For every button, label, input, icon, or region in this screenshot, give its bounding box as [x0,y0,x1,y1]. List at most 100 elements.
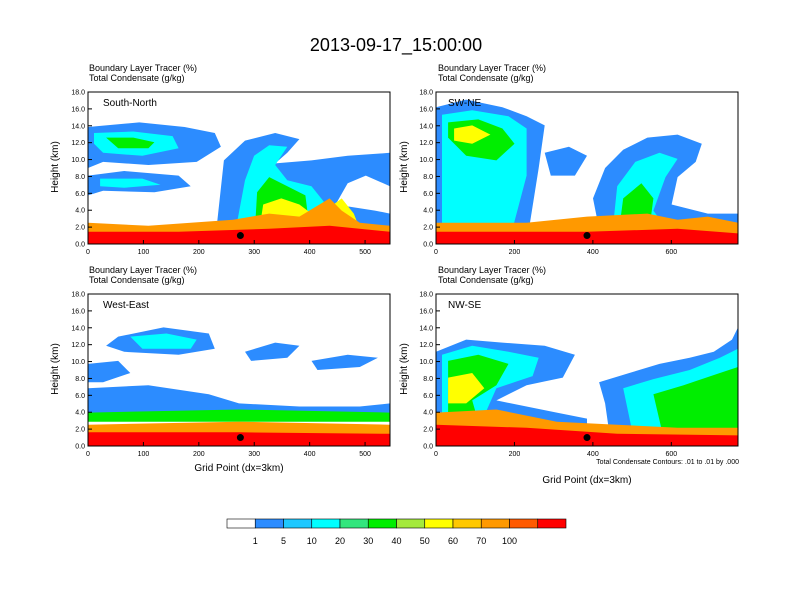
colorbar-box [226,518,256,529]
panel-name: West-East [103,300,149,311]
location-marker [583,434,591,442]
colorbar-label: 5 [281,536,286,546]
colorbar-box [452,518,482,529]
y-tick-label: 0.0 [423,242,433,249]
y-tick-label: 12.0 [71,140,85,147]
x-tick-label: 400 [304,451,316,458]
colorbar-box [396,518,426,529]
x-tick-label: 300 [248,451,260,458]
y-tick-label: 6.0 [75,191,85,198]
contour-note: Total Condensate Contours: .01 to .01 by… [596,459,739,466]
panel-line2: Total Condensate (g/kg) [89,73,185,83]
y-tick-label: 14.0 [71,325,85,332]
colorbar-box [283,518,313,529]
y-tick-label: 2.0 [75,225,85,232]
plot-area: 0 200 400 600 0.0 2.0 4.0 6.0 8.0 10.0 12.0 14.0 16.… [419,292,739,458]
colorbar-label: 10 [307,536,317,546]
y-tick-label: 16.0 [71,308,85,315]
panel-name: South-North [103,98,157,109]
y-tick-label: 12.0 [419,140,433,147]
x-tick-label: 100 [138,249,150,256]
field-region [88,385,390,416]
x-tick-label: 400 [587,249,599,256]
y-tick-label: 8.0 [423,376,433,383]
x-tick-label: 600 [665,249,677,256]
field-region [106,137,155,149]
colorbar-label: 60 [448,536,458,546]
plot-frame [87,293,391,447]
y-tick-label: 16.0 [71,106,85,113]
x-tick-label: 0 [86,249,90,256]
colorbar-box [509,518,539,529]
colorbar-box [254,518,284,529]
panel-sw-ne: Boundary Layer Tracer (%) Total Condensa… [399,63,739,256]
y-tick-label: 18.0 [419,292,433,299]
y-tick-label: 18.0 [71,292,85,299]
panel-line1: Boundary Layer Tracer (%) [89,265,197,275]
colorbar-label: 100 [502,536,517,546]
x-tick-label: 500 [359,451,371,458]
panel-line2: Total Condensate (g/kg) [89,275,185,285]
y-tick-label: 2.0 [423,427,433,434]
y-tick-label: 8.0 [75,376,85,383]
y-tick-label: 14.0 [71,123,85,130]
figure-title: 2013-09-17_15:00:00 [310,35,482,56]
panel-line2: Total Condensate (g/kg) [438,275,534,285]
panel-line2: Total Condensate (g/kg) [438,73,534,83]
field-region [311,354,378,370]
y-tick-label: 6.0 [75,393,85,400]
x-tick-label: 300 [248,249,260,256]
colorbar: 1 5 10 20 30 40 50 60 70 100 [226,518,567,546]
field-region [88,360,131,383]
plot-area: 0 100 200 300 400 500 0.0 2.0 4.0 6.0 8.0 10.0 12.0 1… [71,90,391,256]
colorbar-label: 20 [335,536,345,546]
y-tick-label: 18.0 [419,90,433,97]
panel-line1: Boundary Layer Tracer (%) [438,63,546,73]
plot-area: 0 100 200 300 400 500 0.0 2.0 4.0 6.0 8.0 10.0 12.0 1… [71,292,391,458]
x-tick-label: 200 [509,249,521,256]
y-tick-label: 10.0 [71,157,85,164]
panel-line1: Boundary Layer Tracer (%) [438,265,546,275]
y-tick-label: 2.0 [423,225,433,232]
plot-frame [87,91,391,245]
y-tick-label: 4.0 [75,208,85,215]
x-tick-label: 0 [434,451,438,458]
field-region [130,333,197,349]
field-region [544,146,587,176]
y-tick-label: 4.0 [75,410,85,417]
x-tick-label: 200 [193,451,205,458]
field-region [88,409,390,422]
y-tick-label: 10.0 [419,157,433,164]
colorbar-box [339,518,369,529]
y-tick-label: 4.0 [423,208,433,215]
location-marker [236,434,244,442]
x-tick-label: 0 [86,451,90,458]
colorbar-box [367,518,397,529]
y-axis-label: Height (km) [399,141,410,193]
y-tick-label: 0.0 [75,242,85,249]
panel-west-east: Boundary Layer Tracer (%) Total Condensa… [50,265,391,474]
y-tick-label: 16.0 [419,106,433,113]
y-tick-label: 10.0 [71,359,85,366]
colorbar-label: 70 [476,536,486,546]
colorbar-box [424,518,454,529]
y-tick-label: 8.0 [423,174,433,181]
x-tick-label: 500 [359,249,371,256]
plot-frame [435,91,739,245]
colorbar-box [537,518,567,529]
colorbar-box [480,518,510,529]
colorbar-label: 1 [253,536,258,546]
colorbar-label: 40 [391,536,401,546]
y-axis-label: Height (km) [50,141,61,193]
panel-nw-se: Boundary Layer Tracer (%) Total Condensa… [399,265,739,486]
field-region [653,367,738,446]
x-tick-label: 400 [304,249,316,256]
panel-south-north: Boundary Layer Tracer (%) Total Condensa… [50,63,391,256]
field-region [448,373,485,404]
plot-frame [435,293,739,447]
x-tick-label: 600 [665,451,677,458]
y-tick-label: 6.0 [423,191,433,198]
x-tick-label: 100 [138,451,150,458]
x-axis-label: Grid Point (dx=3km) [194,463,283,474]
y-tick-label: 0.0 [75,444,85,451]
